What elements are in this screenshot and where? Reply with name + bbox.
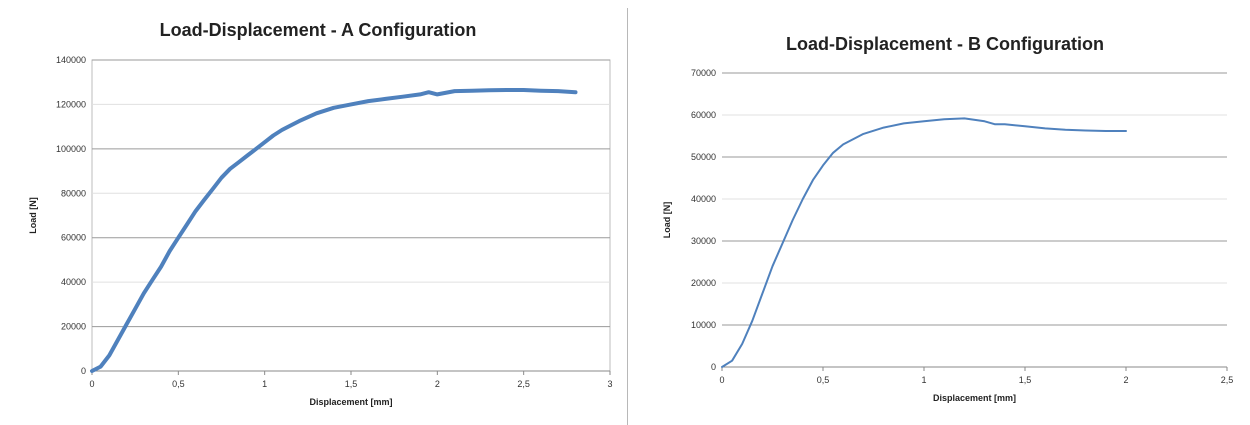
chart-b-x-tick-label: 0,5 bbox=[817, 375, 830, 385]
chart-b-y-tick-label: 0 bbox=[711, 362, 716, 372]
chart-a-x-axis-label: Displacement [mm] bbox=[309, 397, 392, 407]
chart-b-panel: Load-Displacement - B Configuration 0 1000… bbox=[630, 0, 1250, 425]
chart-b-y-tick-label: 20000 bbox=[691, 278, 716, 288]
chart-b-y-tick-label: 50000 bbox=[691, 152, 716, 162]
chart-b-y-tick-label: 30000 bbox=[691, 236, 716, 246]
chart-a-title: Load-Displacement - A Configuration bbox=[160, 20, 477, 40]
chart-b-y-tick-label: 40000 bbox=[691, 194, 716, 204]
chart-a-x-tick-label: 1 bbox=[262, 379, 267, 389]
chart-a-series-line bbox=[90, 88, 578, 373]
chart-b: Load-Displacement - B Configuration 0 1000… bbox=[662, 34, 1234, 403]
chart-a-x-tick-label: 2,5 bbox=[517, 379, 530, 389]
chart-a-y-tick-label: 60000 bbox=[61, 233, 86, 243]
chart-b-x-tick-label: 2 bbox=[1123, 375, 1128, 385]
chart-a-y-tick-label: 80000 bbox=[61, 188, 86, 198]
chart-b-y-tick-label: 60000 bbox=[691, 110, 716, 120]
chart-a-y-tick-label: 120000 bbox=[56, 99, 86, 109]
chart-a-plot-area bbox=[91, 59, 611, 372]
chart-b-x-tick-label: 2,5 bbox=[1221, 375, 1234, 385]
chart-b-x-axis-label: Displacement [mm] bbox=[933, 393, 1016, 403]
panel-divider bbox=[627, 8, 628, 425]
chart-b-y-tick-label: 10000 bbox=[691, 320, 716, 330]
chart-a-panel: Load-Displacement - A Configuration 0 2000… bbox=[28, 20, 613, 407]
chart-b-y-axis-label: Load [N] bbox=[662, 202, 672, 239]
chart-b-series-line bbox=[721, 117, 1127, 368]
chart-b-x-tick-label: 0 bbox=[719, 375, 724, 385]
chart-a-x-tick-label: 3 bbox=[607, 379, 612, 389]
chart-a-y-tick-label: 140000 bbox=[56, 55, 86, 65]
chart-a-x-tick-label: 0 bbox=[89, 379, 94, 389]
chart-a-x-tick-label: 2 bbox=[435, 379, 440, 389]
chart-a: Load-Displacement - A Configuration 0 2000… bbox=[28, 20, 613, 407]
chart-a-y-tick-label: 0 bbox=[81, 366, 86, 376]
chart-b-x-tick-label: 1,5 bbox=[1019, 375, 1032, 385]
chart-a-y-tick-label: 100000 bbox=[56, 144, 86, 154]
chart-a-x-tick-label: 1,5 bbox=[345, 379, 358, 389]
chart-b-y-tick-label: 70000 bbox=[691, 68, 716, 78]
chart-b-x-tick-label: 1 bbox=[921, 375, 926, 385]
chart-a-y-tick-label: 40000 bbox=[61, 277, 86, 287]
chart-b-title: Load-Displacement - B Configuration bbox=[786, 34, 1104, 54]
chart-a-y-axis-label: Load [N] bbox=[28, 197, 38, 234]
chart-a-x-tick-label: 0,5 bbox=[172, 379, 185, 389]
chart-a-y-tick-label: 20000 bbox=[61, 322, 86, 332]
